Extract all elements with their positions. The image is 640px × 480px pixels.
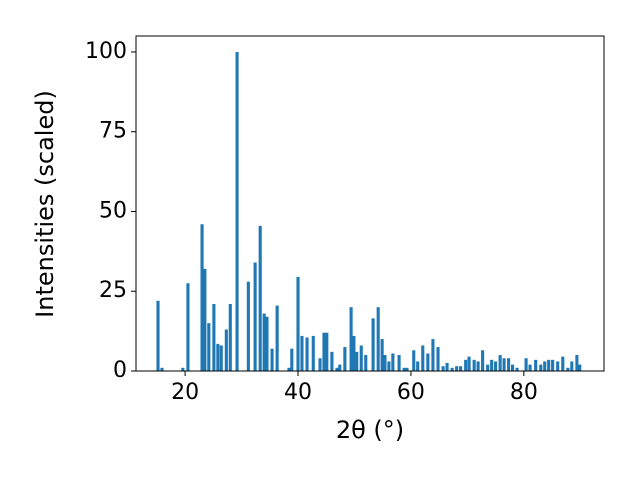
bar <box>318 358 322 371</box>
bar <box>359 345 363 371</box>
bar <box>402 367 406 371</box>
bar <box>322 332 326 371</box>
bar <box>355 351 359 371</box>
bar <box>405 367 409 371</box>
y-tick-label: 75 <box>99 119 127 144</box>
bar <box>287 367 291 371</box>
bar <box>486 364 490 371</box>
bar <box>441 366 445 371</box>
bar <box>498 355 502 371</box>
bar <box>578 364 582 371</box>
bar <box>494 361 498 371</box>
bar <box>311 335 315 371</box>
bar <box>305 337 309 371</box>
bar <box>228 304 232 371</box>
bar <box>528 364 532 371</box>
x-tick-label: 20 <box>171 380 199 405</box>
bar <box>450 367 454 371</box>
bar <box>481 350 485 371</box>
bar <box>510 364 515 371</box>
x-tick-label: 80 <box>510 380 538 405</box>
bar <box>212 304 216 371</box>
bar <box>551 359 555 371</box>
bar <box>421 345 425 371</box>
bar <box>262 313 266 371</box>
bar <box>352 335 356 371</box>
bar <box>426 353 430 371</box>
bar <box>436 347 440 371</box>
bar <box>224 329 228 371</box>
bar <box>507 358 511 371</box>
bar <box>300 335 304 371</box>
bar <box>207 323 211 371</box>
y-tick-label: 100 <box>85 39 127 64</box>
bar <box>416 361 420 371</box>
bar <box>459 366 463 371</box>
plot-frame <box>135 35 605 372</box>
bar <box>265 316 269 371</box>
bar <box>156 300 160 371</box>
bar <box>186 283 190 371</box>
bar <box>547 359 551 371</box>
bar <box>270 348 274 371</box>
bar <box>445 363 449 371</box>
bar <box>275 305 279 371</box>
bar <box>181 367 185 371</box>
bar <box>539 364 543 371</box>
bar <box>431 339 435 371</box>
bar <box>467 356 471 371</box>
bar <box>391 353 395 371</box>
x-tick-label: 40 <box>284 380 312 405</box>
bar <box>490 359 494 371</box>
bar <box>380 339 384 371</box>
bar <box>296 276 300 371</box>
bar <box>387 361 391 371</box>
bar <box>376 307 380 371</box>
bar <box>203 268 207 371</box>
bar <box>534 359 538 371</box>
bar <box>476 361 480 371</box>
bar <box>364 355 368 371</box>
x-axis-label: 2θ (°) <box>336 416 404 444</box>
bar <box>397 355 401 371</box>
bar <box>219 345 223 371</box>
bar <box>216 343 220 371</box>
bar <box>371 318 375 371</box>
bar <box>502 358 506 371</box>
bar <box>561 356 565 371</box>
bar <box>556 361 560 371</box>
bar <box>455 366 459 371</box>
y-tick-label: 0 <box>113 358 127 383</box>
y-axis-label: Intensities (scaled) <box>31 90 59 318</box>
bar <box>515 367 519 371</box>
bar <box>566 367 570 371</box>
bar <box>343 347 347 371</box>
bar <box>246 281 250 371</box>
bar <box>575 355 579 371</box>
bar <box>330 351 334 371</box>
bar <box>349 307 353 371</box>
bar <box>524 358 528 371</box>
bar <box>253 262 257 371</box>
bar <box>325 332 329 371</box>
bar <box>383 355 387 371</box>
bar <box>200 224 204 371</box>
x-tick-label: 60 <box>397 380 425 405</box>
y-tick-label: 25 <box>99 278 127 303</box>
bar <box>412 350 416 371</box>
bar <box>290 348 294 371</box>
y-tick-label: 50 <box>99 198 127 223</box>
bar <box>335 367 339 371</box>
bar <box>160 367 164 371</box>
bar <box>338 364 342 371</box>
bar <box>570 361 574 371</box>
bar <box>472 359 476 371</box>
bar <box>235 51 239 371</box>
bar <box>464 359 468 371</box>
bar <box>543 361 547 371</box>
bar <box>258 225 262 371</box>
